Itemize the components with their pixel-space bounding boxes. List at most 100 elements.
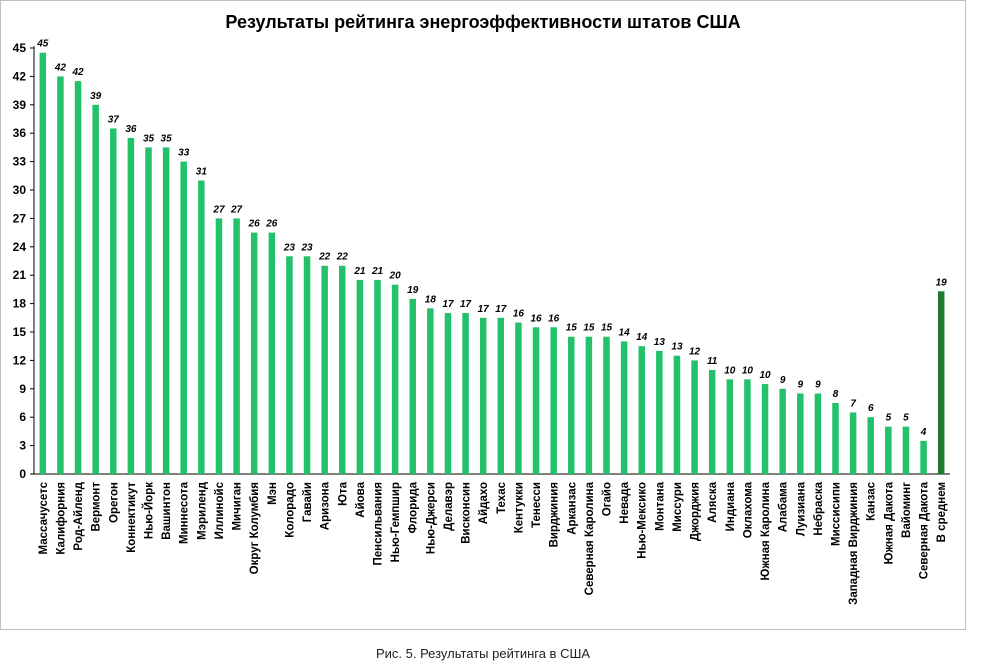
bar [409,298,416,474]
data-label: 20 [389,271,402,282]
x-tick-label: Мичиган [232,482,244,531]
bars [39,52,945,475]
x-tick-label: Канзас [866,481,878,520]
data-label: 5 [886,413,892,424]
x-tick-label: Коннектикут [126,482,138,553]
data-label: 16 [530,313,542,324]
bar [145,147,152,474]
x-tick-label: Иллинойс [214,481,226,539]
x-tick-label: Нью-Йорк [143,482,156,539]
x-tick-label: Вермонт [91,482,103,532]
bar [814,393,822,474]
x-tick-label: Колорадо [284,482,296,538]
x-tick-label: Делавэр [443,482,455,531]
bar [339,265,346,474]
bar [620,341,628,474]
bar [250,232,258,474]
y-tick-label: 3 [19,439,26,453]
data-label: 31 [196,167,208,178]
bar [92,104,99,475]
bar [691,360,698,474]
data-label: 16 [513,309,525,320]
bar [462,313,469,474]
x-tick-label: Пенсильвания [373,482,385,566]
bar [427,308,434,474]
bar [550,327,557,474]
data-label: 7 [850,398,856,409]
x-tick-label: Джорджия [690,482,702,541]
data-label: 42 [54,62,67,73]
data-label: 21 [353,266,366,277]
data-label: 11 [707,356,718,367]
bar [726,379,734,474]
y-tick-label: 15 [13,325,27,339]
bar [74,81,82,474]
bar [920,440,927,474]
x-tick-label: Оклахома [742,481,754,538]
data-label: 14 [636,332,648,343]
data-label: 17 [442,299,454,310]
y-tick-label: 24 [13,240,27,254]
y-tick-label: 39 [13,98,27,112]
y-tick-label: 18 [13,297,27,311]
data-label: 13 [671,342,683,353]
x-tick-label: Вашинтон [161,482,173,540]
bar [162,147,170,474]
x-tick-label: Аляска [707,481,719,522]
bar [268,232,276,474]
x-tick-label: Южная Каролина [760,481,772,580]
x-tick-label: Монтана [654,481,666,531]
data-label: 9 [780,375,786,386]
bar [656,350,663,474]
x-tick-label: Нью-Мексико [637,482,649,559]
bar [568,336,575,474]
data-label: 15 [601,323,613,334]
x-tick-label: Небраска [813,481,825,535]
y-tick-label: 45 [13,41,27,55]
data-label: 27 [230,204,243,215]
x-tick-labels: Массачусетс Калифорния Род-Айленд Вермонт Ор… [38,481,948,605]
data-label: 10 [742,365,754,376]
data-label: 17 [495,304,507,315]
data-label: 13 [654,337,666,348]
bar [391,284,399,474]
x-tick-label: Северная Каролина [584,481,596,595]
bar [515,322,522,474]
bar [110,128,117,474]
x-tick-label: Гавайи [302,482,314,522]
data-label: 14 [619,327,631,338]
data-label: 6 [868,403,874,414]
bar [761,384,769,474]
bar [479,317,487,474]
y-tick-label: 6 [19,410,26,424]
figure-caption: Рис. 5. Результаты рейтинга в США [375,646,591,661]
x-tick-label: Род-Айленд [73,481,85,550]
bar [215,218,223,474]
x-tick-label: Мэриленд [196,481,208,540]
x-tick-label: Айдахо [478,482,490,524]
x-tick-label: Висконсин [461,482,473,544]
data-label: 8 [833,389,839,400]
bar [673,355,681,474]
data-label: 26 [265,219,278,230]
x-tick-label: Калифорния [55,482,67,555]
bar [180,161,187,474]
bar-chart: Результаты рейтинга энергоэффективности … [13,12,950,605]
x-tick-label: Айова [355,481,367,517]
x-tick-label: Флорида [408,481,420,533]
bar [849,412,857,474]
bar [638,346,645,474]
data-label: 18 [425,294,437,305]
bar [744,379,751,474]
data-label: 16 [548,313,560,324]
data-label: 39 [90,91,102,102]
bar [127,137,135,474]
data-label: 19 [936,277,948,288]
x-tick-label: Арканзас [566,481,578,534]
x-tick-label: Невада [619,481,631,523]
data-label: 17 [478,304,490,315]
data-label: 19 [407,285,419,296]
x-tick-label: Вайоминг [901,482,913,538]
data-label: 9 [797,380,803,391]
